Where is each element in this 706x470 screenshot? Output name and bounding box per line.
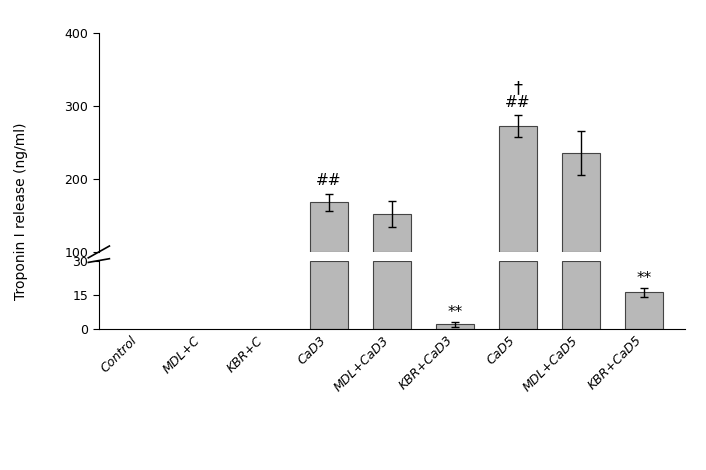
Bar [625,292,663,329]
Bar [310,202,348,252]
Bar [499,260,537,329]
Bar [562,260,600,329]
Text: †: † [513,79,522,97]
Text: **: ** [447,306,462,321]
Text: Troponin I release (ng/ml): Troponin I release (ng/ml) [14,123,28,300]
Bar [373,260,411,329]
Text: ##: ## [505,94,531,110]
Bar [562,153,600,252]
Text: ##: ## [316,172,342,188]
Bar [499,126,537,252]
Bar [310,260,348,329]
Text: **: ** [636,271,652,286]
Bar [373,214,411,252]
Bar [436,324,474,329]
